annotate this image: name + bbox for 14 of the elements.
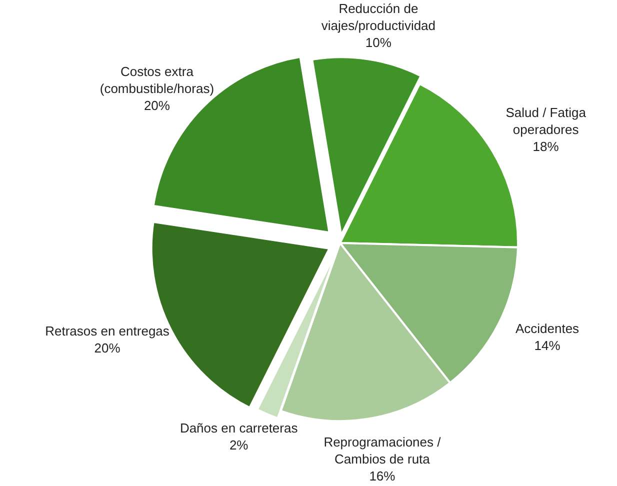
slice-label: Salud / Fatiga operadores	[506, 104, 587, 137]
slice-label: Reprogramaciones / Cambios de ruta	[324, 434, 442, 467]
slice-label: Costos extra (combustible/horas)	[100, 64, 214, 96]
data-label: 18%	[532, 138, 560, 154]
slice-label: Daños en carreteras	[180, 420, 298, 436]
data-label: 10%	[365, 34, 392, 50]
data-label: 14%	[534, 338, 561, 353]
data-label: 16%	[369, 468, 396, 484]
data-label: 20%	[144, 98, 170, 113]
data-label: 20%	[94, 340, 121, 356]
slice-label: Accidentes	[515, 320, 580, 336]
data-label: 2%	[229, 438, 249, 453]
slice-label: Reducción de viajes/productividad	[321, 0, 436, 33]
slice-label: Retrasos en entregas	[45, 324, 170, 339]
